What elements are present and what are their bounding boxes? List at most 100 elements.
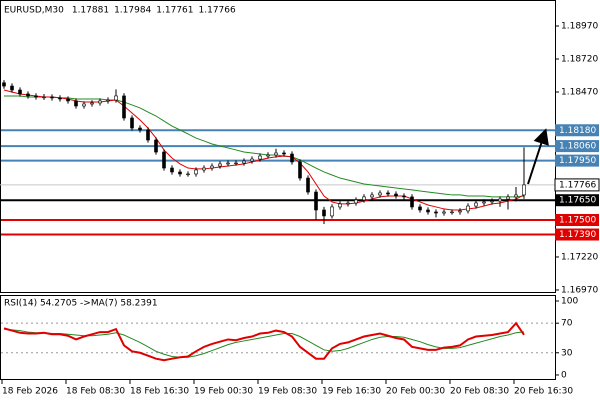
x-tick-label: 20 Feb 00:30 — [386, 387, 445, 397]
candle-body — [434, 211, 438, 214]
candle-body — [74, 100, 78, 107]
header-value: 1.17761 — [156, 6, 193, 16]
candle-body — [458, 210, 462, 213]
candle-body — [522, 184, 526, 196]
candle-body — [90, 102, 94, 105]
candle-body — [202, 167, 206, 171]
candle-body — [98, 100, 102, 104]
x-tick-label: 18 Feb 2026 — [2, 387, 58, 397]
candle-body — [154, 139, 158, 153]
x-tick-label: 19 Feb 00:30 — [194, 387, 253, 397]
y-tick-label: 70 — [561, 319, 573, 329]
level-label-box — [555, 194, 599, 207]
candle-body — [490, 200, 494, 203]
level-label: 1.18060 — [559, 142, 596, 152]
candle-body — [354, 199, 358, 204]
candle-body — [2, 82, 6, 87]
candle-body — [402, 195, 406, 198]
candle-body — [426, 209, 430, 213]
candle-body — [362, 196, 366, 201]
candle-body — [274, 152, 278, 156]
level-label: 1.17500 — [559, 216, 596, 226]
candle-body — [338, 203, 342, 208]
candle-body — [410, 196, 414, 208]
candle-body — [314, 191, 318, 211]
candle-body — [482, 201, 486, 204]
candle-body — [130, 117, 134, 129]
candle-body — [114, 95, 118, 101]
candle-body — [58, 97, 62, 100]
y-tick-label: 0 — [561, 370, 567, 380]
candle-body — [18, 89, 22, 95]
candle-body — [66, 98, 70, 102]
x-tick-label: 19 Feb 16:30 — [322, 387, 381, 397]
candle-body — [34, 95, 38, 98]
candle-body — [234, 162, 238, 165]
x-tick-label: 18 Feb 08:30 — [66, 387, 125, 397]
candle-body — [266, 154, 270, 157]
moving-average — [3, 89, 525, 211]
chart-title: EURUSD,M30 — [4, 6, 64, 16]
candle-body — [298, 161, 302, 179]
candle-body — [42, 96, 46, 99]
last-price-box — [554, 178, 600, 192]
level-label-box — [555, 214, 599, 227]
level-label: 1.18180 — [559, 126, 596, 136]
arrow — [527, 128, 549, 185]
candle-body — [394, 193, 398, 197]
candle-body — [146, 129, 150, 141]
candle-body — [250, 158, 254, 162]
panel-title: RSI(14) 54.2705 ->MA(7) 58.2391 — [4, 299, 158, 309]
candle-body — [50, 96, 54, 99]
candle-body — [322, 209, 326, 217]
candle-body — [442, 211, 446, 214]
y-tick-label: 1.18720 — [561, 54, 598, 64]
x-tick-label: 20 Feb 08:30 — [450, 387, 509, 397]
candle-body — [346, 202, 350, 205]
level-label-box — [555, 228, 599, 241]
candle-body — [194, 169, 198, 175]
rsi-line — [3, 321, 525, 362]
candle-body — [138, 127, 142, 131]
y-tick-label: 100 — [561, 296, 578, 306]
candle-body — [378, 192, 382, 196]
candle-body — [386, 192, 390, 195]
level-label: 1.17650 — [559, 196, 596, 206]
candle-body — [466, 205, 470, 212]
header-value: 1.17881 — [72, 6, 109, 16]
header-value: 1.17766 — [199, 6, 236, 16]
level-label: 1.17950 — [559, 156, 596, 166]
y-tick-label: 1.18970 — [561, 22, 598, 32]
x-tick-label: 19 Feb 08:30 — [258, 387, 317, 397]
candle-body — [10, 85, 14, 91]
candle-body — [498, 198, 502, 202]
candle-body — [26, 93, 30, 97]
rsi-panel — [0, 295, 556, 380]
candle-body — [290, 153, 294, 163]
candle-body — [474, 202, 478, 207]
level-label-box — [555, 140, 599, 153]
candle-body — [218, 163, 222, 167]
y-tick-label: 1.17220 — [561, 252, 598, 262]
candle-body — [242, 160, 246, 164]
candle-body — [122, 95, 126, 119]
candle-body — [370, 194, 374, 198]
level-label: 1.17390 — [559, 230, 596, 240]
rsi-line — [3, 328, 525, 358]
candle-body — [306, 177, 310, 193]
last-price-label: 1.17766 — [559, 180, 596, 190]
y-tick-label: 1.18470 — [561, 87, 598, 97]
candle-body — [282, 152, 286, 155]
candle-body — [170, 167, 174, 173]
candle-body — [514, 194, 518, 198]
x-tick-label: 20 Feb 16:30 — [514, 387, 573, 397]
candle-body — [226, 162, 230, 165]
header-value: 1.17984 — [114, 6, 151, 16]
candle-body — [450, 211, 454, 214]
y-tick-label: 30 — [561, 348, 573, 358]
candle-body — [258, 155, 262, 160]
x-tick-label: 18 Feb 16:30 — [130, 387, 189, 397]
candle-body — [506, 196, 510, 200]
candle-body — [162, 151, 166, 169]
